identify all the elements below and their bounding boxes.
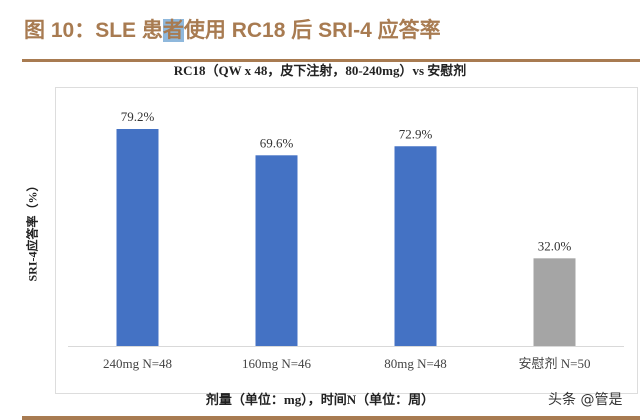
bar xyxy=(533,258,576,346)
data-label: 32.0% xyxy=(538,238,572,253)
x-tick-label: 240mg N=48 xyxy=(103,356,172,371)
watermark: 头条 @管是 xyxy=(548,392,623,408)
y-axis-label: SRI-4应答率（%） xyxy=(25,179,40,282)
x-tick-label: 80mg N=48 xyxy=(384,356,447,371)
bottom-divider xyxy=(22,416,640,420)
chart-frame xyxy=(55,87,638,394)
data-label: 72.9% xyxy=(399,126,433,141)
bar xyxy=(394,146,437,346)
data-label: 79.2% xyxy=(121,109,155,124)
title-part: 使用 RC18 后 SRI-4 应答率 xyxy=(183,19,441,42)
title-highlight: 者 xyxy=(162,19,184,42)
x-axis-label: 剂量（单位：mg），时间N（单位：周） xyxy=(205,392,435,407)
title-part: 图 10：SLE 患 xyxy=(24,19,163,42)
x-tick-label: 160mg N=46 xyxy=(242,356,312,371)
x-tick-label: 安慰剂 N=50 xyxy=(519,356,591,371)
top-divider xyxy=(22,59,640,62)
bar xyxy=(255,155,298,346)
data-label: 69.6% xyxy=(260,135,294,150)
figure-title: 图 10：SLE 患者使用 RC18 后 SRI-4 应答率 xyxy=(24,14,441,44)
bar xyxy=(116,129,159,346)
chart-title: RC18（QW x 48，皮下注射，80-240mg）vs 安慰剂 xyxy=(173,63,467,78)
